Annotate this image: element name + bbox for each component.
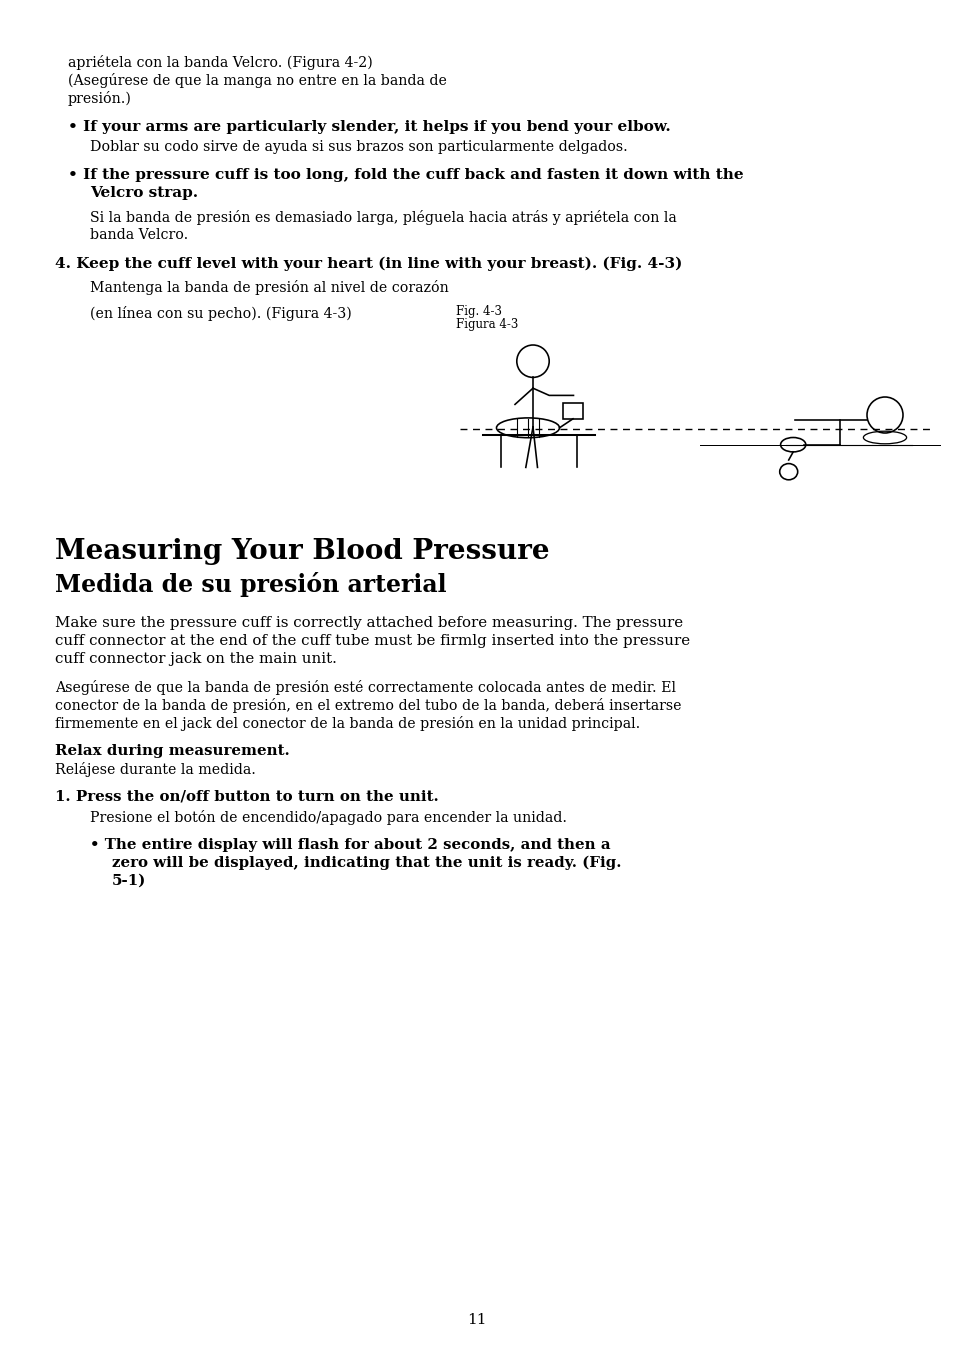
Text: conector de la banda de presión, en el extremo del tubo de la banda, deberá inse: conector de la banda de presión, en el e…	[55, 698, 680, 713]
Text: Velcro strap.: Velcro strap.	[90, 186, 198, 200]
Text: (en línea con su pecho). (Figura 4-3): (en línea con su pecho). (Figura 4-3)	[90, 306, 352, 321]
Text: presión.): presión.)	[68, 92, 132, 106]
Text: 5-1): 5-1)	[112, 874, 146, 888]
Text: Fig. 4-3: Fig. 4-3	[456, 305, 501, 318]
Text: Mantenga la banda de presión al nivel de corazón: Mantenga la banda de presión al nivel de…	[90, 280, 448, 295]
Text: Measuring Your Blood Pressure: Measuring Your Blood Pressure	[55, 538, 549, 565]
Text: apriétela con la banda Velcro. (Figura 4-2): apriétela con la banda Velcro. (Figura 4…	[68, 55, 373, 70]
Text: 1. Press the on/off button to turn on the unit.: 1. Press the on/off button to turn on th…	[55, 790, 438, 803]
Text: 4. Keep the cuff level with your heart (in line with your breast). (Fig. 4-3): 4. Keep the cuff level with your heart (…	[55, 257, 681, 271]
Text: Medida de su presión arterial: Medida de su presión arterial	[55, 572, 446, 597]
Text: Asegúrese de que la banda de presión esté correctamente colocada antes de medir.: Asegúrese de que la banda de presión est…	[55, 679, 676, 696]
Text: cuff connector jack on the main unit.: cuff connector jack on the main unit.	[55, 652, 336, 666]
Text: zero will be displayed, indicating that the unit is ready. (Fig.: zero will be displayed, indicating that …	[112, 856, 620, 871]
Text: Relájese durante la medida.: Relájese durante la medida.	[55, 762, 255, 776]
Text: Doblar su codo sirve de ayuda si sus brazos son particularmente delgados.: Doblar su codo sirve de ayuda si sus bra…	[90, 140, 627, 154]
Text: 11: 11	[467, 1313, 486, 1326]
Text: firmemente en el jack del conector de la banda de presión en la unidad principal: firmemente en el jack del conector de la…	[55, 716, 639, 731]
Text: (Asegúrese de que la manga no entre en la banda de: (Asegúrese de que la manga no entre en l…	[68, 73, 446, 88]
Text: Presione el botón de encendido/apagado para encender la unidad.: Presione el botón de encendido/apagado p…	[90, 810, 566, 825]
Text: Relax during measurement.: Relax during measurement.	[55, 744, 290, 758]
Text: • If your arms are particularly slender, it helps if you bend your elbow.: • If your arms are particularly slender,…	[68, 120, 670, 133]
Text: Figura 4-3: Figura 4-3	[456, 318, 517, 332]
Text: Si la banda de presión es demasiado larga, pléguela hacia atrás y apriétela con : Si la banda de presión es demasiado larg…	[90, 210, 676, 225]
Text: • The entire display will flash for about 2 seconds, and then a: • The entire display will flash for abou…	[90, 838, 610, 852]
Text: Make sure the pressure cuff is correctly attached before measuring. The pressure: Make sure the pressure cuff is correctly…	[55, 616, 682, 630]
Text: cuff connector at the end of the cuff tube must be firmlg inserted into the pres: cuff connector at the end of the cuff tu…	[55, 634, 689, 648]
Text: banda Velcro.: banda Velcro.	[90, 228, 188, 243]
Text: • If the pressure cuff is too long, fold the cuff back and fasten it down with t: • If the pressure cuff is too long, fold…	[68, 168, 742, 182]
